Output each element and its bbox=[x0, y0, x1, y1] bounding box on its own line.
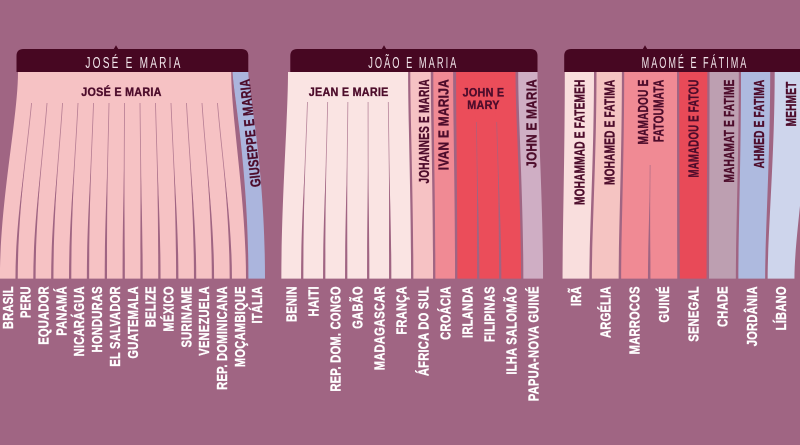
svg-text:FRANÇA: FRANÇA bbox=[393, 286, 410, 334]
svg-text:MAOMÉ E FÁTIMA: MAOMÉ E FÁTIMA bbox=[642, 53, 749, 71]
svg-text:GABÃO: GABÃO bbox=[349, 286, 366, 329]
svg-text:JOSÉ E MARIA: JOSÉ E MARIA bbox=[81, 85, 161, 99]
svg-text:MADAGASCAR: MADAGASCAR bbox=[371, 286, 388, 370]
svg-text:EL SALVADOR: EL SALVADOR bbox=[107, 286, 124, 367]
svg-text:PERU: PERU bbox=[17, 286, 34, 318]
svg-text:BENIN: BENIN bbox=[283, 286, 300, 322]
svg-text:IVAN E MARIJA: IVAN E MARIJA bbox=[435, 79, 451, 170]
svg-text:IRLANDA: IRLANDA bbox=[459, 286, 476, 338]
svg-text:MOÇAMBIQUE: MOÇAMBIQUE bbox=[231, 286, 248, 367]
svg-text:BRASIL: BRASIL bbox=[0, 286, 16, 329]
svg-text:HONDURAS: HONDURAS bbox=[89, 286, 106, 352]
svg-text:PANAMÁ: PANAMÁ bbox=[53, 286, 70, 335]
svg-text:REP. DOM. CONGO: REP. DOM. CONGO bbox=[327, 286, 344, 391]
svg-text:GUATEMALA: GUATEMALA bbox=[124, 286, 141, 358]
svg-text:AHMED E FATIMA: AHMED E FATIMA bbox=[751, 80, 767, 169]
svg-text:MARROCOS: MARROCOS bbox=[626, 286, 643, 354]
svg-text:ITÁLIA: ITÁLIA bbox=[248, 286, 265, 323]
svg-text:FATOUMATA: FATOUMATA bbox=[651, 80, 667, 143]
svg-text:VENEZUELA: VENEZUELA bbox=[196, 286, 213, 356]
svg-text:FILIPINAS: FILIPINAS bbox=[481, 286, 498, 342]
svg-text:MÉXICO: MÉXICO bbox=[160, 286, 177, 331]
svg-text:JORDÂNIA: JORDÂNIA bbox=[744, 286, 761, 346]
svg-text:MAMADOU E FATOU: MAMADOU E FATOU bbox=[685, 80, 701, 178]
svg-text:JOSÉ E MARIA: JOSÉ E MARIA bbox=[85, 54, 182, 72]
svg-text:LÍBANO: LÍBANO bbox=[773, 286, 790, 330]
svg-text:JOÃO E MARIA: JOÃO E MARIA bbox=[368, 55, 458, 72]
svg-text:EQUADOR: EQUADOR bbox=[35, 286, 52, 345]
svg-text:PAPUA-NOVA GUINÉ: PAPUA-NOVA GUINÉ bbox=[525, 286, 542, 401]
svg-text:REP. DOMINICANA: REP. DOMINICANA bbox=[214, 286, 231, 390]
svg-text:SENEGAL: SENEGAL bbox=[685, 286, 702, 342]
svg-text:MOHAMMAD E FATEMEH: MOHAMMAD E FATEMEH bbox=[572, 80, 588, 205]
svg-text:ILHA SALOMÃO: ILHA SALOMÃO bbox=[503, 286, 520, 374]
svg-text:CHADE: CHADE bbox=[714, 286, 731, 327]
svg-text:MOHAMED E FATIMA: MOHAMED E FATIMA bbox=[602, 80, 618, 185]
svg-text:CROÁCIA: CROÁCIA bbox=[437, 286, 454, 340]
svg-text:ÁFRICA DO SUL: ÁFRICA DO SUL bbox=[415, 286, 432, 376]
svg-text:JOHANNES E MARIA: JOHANNES E MARIA bbox=[416, 79, 432, 184]
svg-text:JOHN E: JOHN E bbox=[463, 87, 505, 100]
svg-text:SURINAME: SURINAME bbox=[178, 286, 195, 347]
svg-text:JOHN E MARIA: JOHN E MARIA bbox=[523, 79, 539, 168]
svg-text:MEHMET: MEHMET bbox=[783, 81, 799, 126]
svg-text:BELIZE: BELIZE bbox=[142, 286, 159, 327]
svg-text:NICARÁGUA: NICARÁGUA bbox=[71, 286, 88, 356]
svg-text:MAHAMAT E FATIME: MAHAMAT E FATIME bbox=[721, 80, 737, 183]
svg-text:GUINÉ: GUINÉ bbox=[656, 286, 673, 323]
svg-text:ARGÉLIA: ARGÉLIA bbox=[597, 286, 614, 338]
svg-text:MARY: MARY bbox=[467, 100, 499, 113]
svg-text:HAITI: HAITI bbox=[305, 286, 322, 316]
svg-text:JEAN E MARIE: JEAN E MARIE bbox=[309, 86, 389, 99]
svg-text:MAMADOU E: MAMADOU E bbox=[635, 80, 651, 145]
svg-text:IRÃ: IRÃ bbox=[568, 286, 585, 306]
